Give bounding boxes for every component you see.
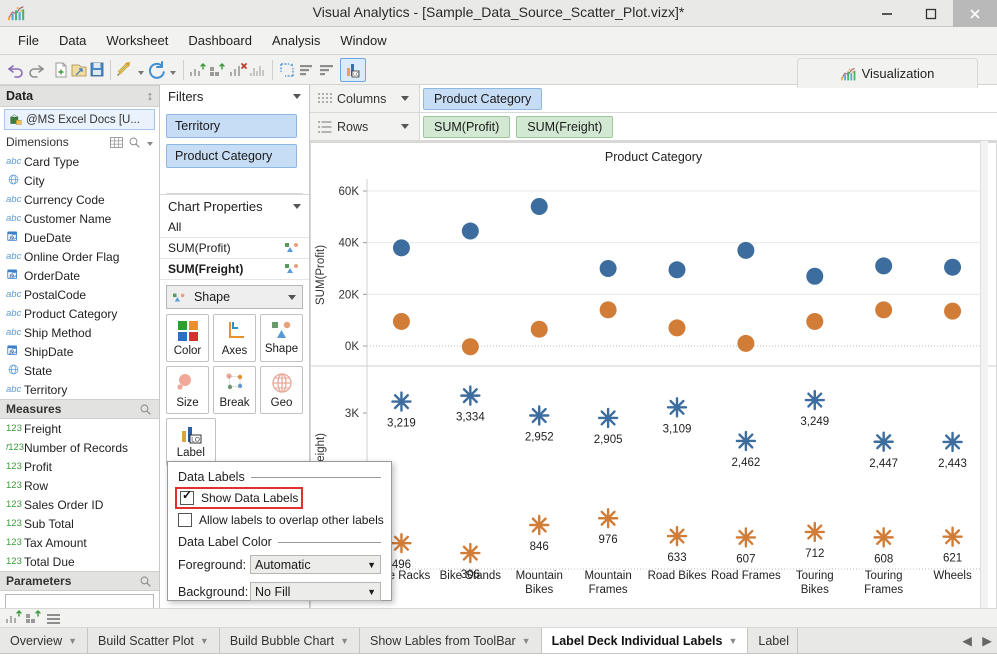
svg-text:20K: 20K [339,289,360,301]
svg-text:2,447: 2,447 [869,458,898,470]
svg-text:SUM(Profit): SUM(Profit) [315,245,327,305]
svg-text:Frames: Frames [864,584,903,596]
svg-text:Road Bikes: Road Bikes [648,570,707,582]
svg-text:Touring: Touring [796,570,834,582]
svg-text:621: 621 [943,553,962,565]
svg-text:Mountain: Mountain [584,570,631,582]
svg-text:712: 712 [805,548,824,560]
svg-text:2,905: 2,905 [594,434,623,446]
svg-text:Touring: Touring [865,570,903,582]
svg-text:0K: 0K [345,341,359,353]
svg-text:Road Frames: Road Frames [711,570,781,582]
svg-text:LO: LO [191,436,200,443]
svg-text:Mountain: Mountain [516,570,563,582]
svg-text:LO: LO [353,71,360,76]
svg-text:2,462: 2,462 [731,457,760,469]
svg-text:846: 846 [530,541,549,553]
svg-text:Bike Stands: Bike Stands [440,570,502,582]
svg-text:3,334: 3,334 [456,412,485,424]
svg-text:3,249: 3,249 [800,416,829,428]
svg-text:Bikes: Bikes [525,584,553,596]
svg-text:3,109: 3,109 [663,423,692,435]
svg-text:60K: 60K [339,186,360,198]
svg-text:2,952: 2,952 [525,431,554,443]
svg-text:3K: 3K [345,408,359,420]
svg-text:608: 608 [874,553,893,565]
svg-text:976: 976 [599,534,618,546]
svg-text:40K: 40K [339,238,360,250]
svg-text:2,443: 2,443 [938,458,967,470]
svg-text:3,219: 3,219 [387,418,416,430]
svg-text:633: 633 [667,552,686,564]
svg-text:Wheels: Wheels [933,570,972,582]
svg-text:Frames: Frames [589,584,628,596]
svg-text:Bikes: Bikes [801,584,829,596]
svg-text:607: 607 [736,553,755,565]
